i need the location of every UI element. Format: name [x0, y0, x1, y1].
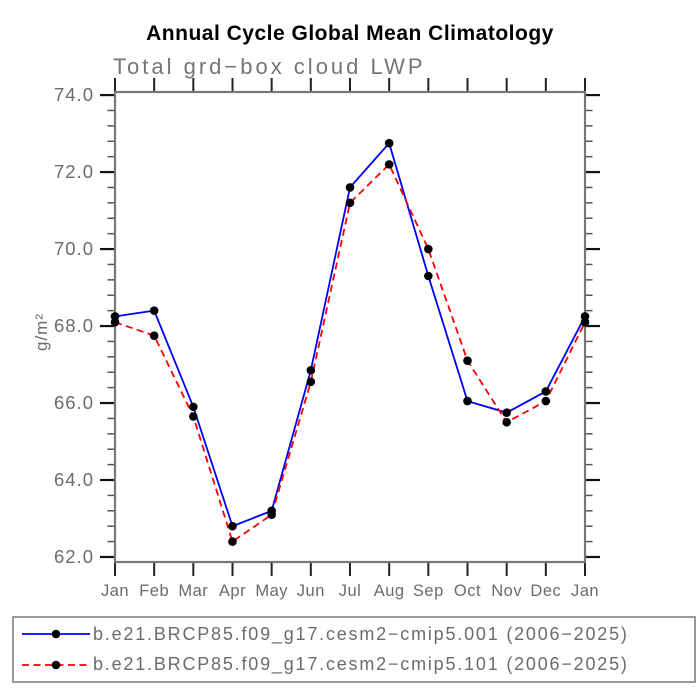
data-point-marker [463, 356, 472, 365]
legend-marker-icon [51, 629, 61, 639]
y-tick-label: 66.0 [54, 392, 94, 413]
chart-title: Annual Cycle Global Mean Climatology [146, 22, 554, 45]
y-tick-label: 72.0 [54, 161, 94, 182]
data-point-marker [306, 366, 316, 375]
legend-marker-icon [51, 660, 61, 670]
data-point-marker [110, 317, 120, 327]
data-point-marker [424, 271, 433, 281]
data-point-marker [306, 377, 316, 387]
data-point-marker [424, 244, 433, 254]
x-tick-label: Feb [139, 582, 169, 600]
y-tick-label: 64.0 [54, 469, 94, 490]
x-tick-label: Jan [571, 582, 599, 600]
data-point-marker [502, 417, 511, 427]
y-tick-label: 70.0 [54, 238, 94, 259]
legend-entry-2: b.e21.BRCP85.f09_g17.cesm2−cmip5.101 (20… [19, 650, 694, 679]
y-tick-label: 62.0 [54, 546, 94, 567]
legend-line-sample [22, 660, 90, 670]
x-tick-label: Mar [178, 582, 208, 600]
data-point-marker [541, 396, 551, 406]
legend-entry-1: b.e21.BRCP85.f09_g17.cesm2−cmip5.001 (20… [19, 620, 694, 649]
y-tick-label: 74.0 [54, 84, 94, 105]
x-tick-label: Aug [374, 582, 405, 600]
data-point-marker [189, 412, 198, 421]
plot-frame [113, 90, 587, 564]
data-point-marker [149, 331, 159, 340]
series-line-2 [114, 162, 586, 544]
x-tick-label: Nov [491, 582, 522, 600]
data-point-marker [384, 160, 394, 169]
data-point-marker [345, 198, 355, 208]
data-point-marker [149, 306, 159, 315]
data-point-marker [228, 521, 237, 531]
data-point-marker [541, 387, 551, 396]
x-tick-label: Dec [530, 582, 561, 600]
data-point-marker [580, 317, 590, 327]
data-point-marker [384, 138, 394, 148]
x-tick-label: May [255, 582, 288, 600]
x-tick-label: Jun [297, 582, 325, 600]
x-tick-label: Apr [219, 582, 246, 600]
y-tick-label: 68.0 [54, 315, 94, 336]
legend-label: b.e21.BRCP85.f09_g17.cesm2−cmip5.101 (20… [93, 654, 629, 675]
data-point-marker [502, 408, 511, 417]
data-point-marker [228, 537, 237, 546]
x-tick-label: Jul [339, 582, 362, 600]
legend-box: b.e21.BRCP85.f09_g17.cesm2−cmip5.001 (20… [12, 616, 696, 683]
legend-line-sample [22, 629, 90, 639]
data-point-marker [345, 183, 355, 192]
x-tick-label: Jan [101, 582, 129, 600]
data-point-marker [267, 510, 276, 519]
legend-label: b.e21.BRCP85.f09_g17.cesm2−cmip5.001 (20… [93, 623, 629, 644]
data-point-marker [189, 402, 198, 412]
chart-subtitle: Total grd−box cloud LWP [113, 54, 426, 79]
x-tick-label: Oct [454, 582, 481, 600]
x-tick-label: Sep [413, 582, 444, 600]
data-point-marker [463, 396, 472, 406]
